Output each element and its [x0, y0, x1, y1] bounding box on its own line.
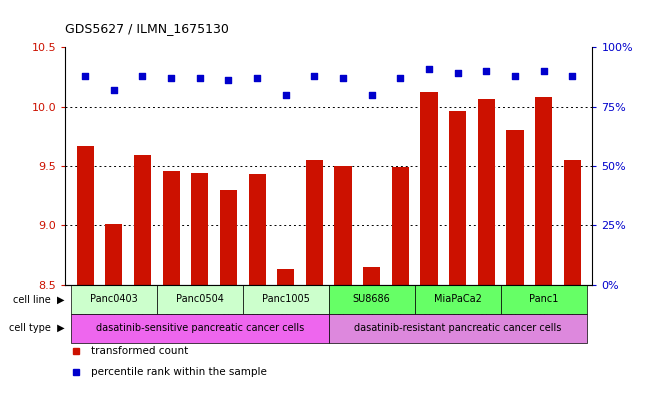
Point: [223, 77, 234, 84]
Bar: [501, 285, 587, 314]
Bar: [157, 285, 243, 314]
Bar: [220, 190, 237, 285]
Point: [395, 75, 406, 81]
Bar: [392, 167, 409, 285]
Point: [109, 87, 119, 93]
Bar: [478, 99, 495, 285]
Bar: [535, 97, 552, 285]
Text: Panc1005: Panc1005: [262, 294, 310, 304]
Bar: [243, 285, 329, 314]
Bar: [191, 173, 208, 285]
Bar: [329, 314, 587, 343]
Point: [510, 73, 520, 79]
Point: [281, 92, 291, 98]
Text: Panc1: Panc1: [529, 294, 559, 304]
Bar: [249, 174, 266, 285]
Bar: [415, 285, 501, 314]
Text: MiaPaCa2: MiaPaCa2: [434, 294, 482, 304]
Bar: [71, 314, 329, 343]
Point: [137, 73, 148, 79]
Text: Panc0403: Panc0403: [90, 294, 138, 304]
Text: SU8686: SU8686: [353, 294, 391, 304]
Point: [452, 70, 463, 77]
Text: Panc0504: Panc0504: [176, 294, 224, 304]
Point: [567, 73, 577, 79]
Bar: [277, 269, 294, 285]
Point: [338, 75, 348, 81]
Bar: [105, 224, 122, 285]
Point: [309, 73, 320, 79]
Bar: [449, 111, 466, 285]
Bar: [163, 171, 180, 285]
Bar: [421, 92, 437, 285]
Bar: [363, 267, 380, 285]
Point: [367, 92, 377, 98]
Bar: [329, 285, 415, 314]
Point: [80, 73, 90, 79]
Text: cell type  ▶: cell type ▶: [9, 323, 64, 333]
Bar: [306, 160, 323, 285]
Bar: [564, 160, 581, 285]
Text: dasatinib-sensitive pancreatic cancer cells: dasatinib-sensitive pancreatic cancer ce…: [96, 323, 304, 333]
Point: [481, 68, 492, 74]
Bar: [77, 146, 94, 285]
Text: cell line  ▶: cell line ▶: [13, 294, 64, 304]
Bar: [335, 166, 352, 285]
Bar: [134, 155, 151, 285]
Point: [252, 75, 262, 81]
Text: dasatinib-resistant pancreatic cancer cells: dasatinib-resistant pancreatic cancer ce…: [354, 323, 561, 333]
Text: percentile rank within the sample: percentile rank within the sample: [91, 367, 268, 377]
Point: [166, 75, 176, 81]
Point: [195, 75, 205, 81]
Point: [538, 68, 549, 74]
Point: [424, 65, 434, 72]
Bar: [506, 130, 523, 285]
Bar: [71, 285, 157, 314]
Text: transformed count: transformed count: [91, 346, 189, 356]
Text: GDS5627 / ILMN_1675130: GDS5627 / ILMN_1675130: [65, 22, 229, 35]
